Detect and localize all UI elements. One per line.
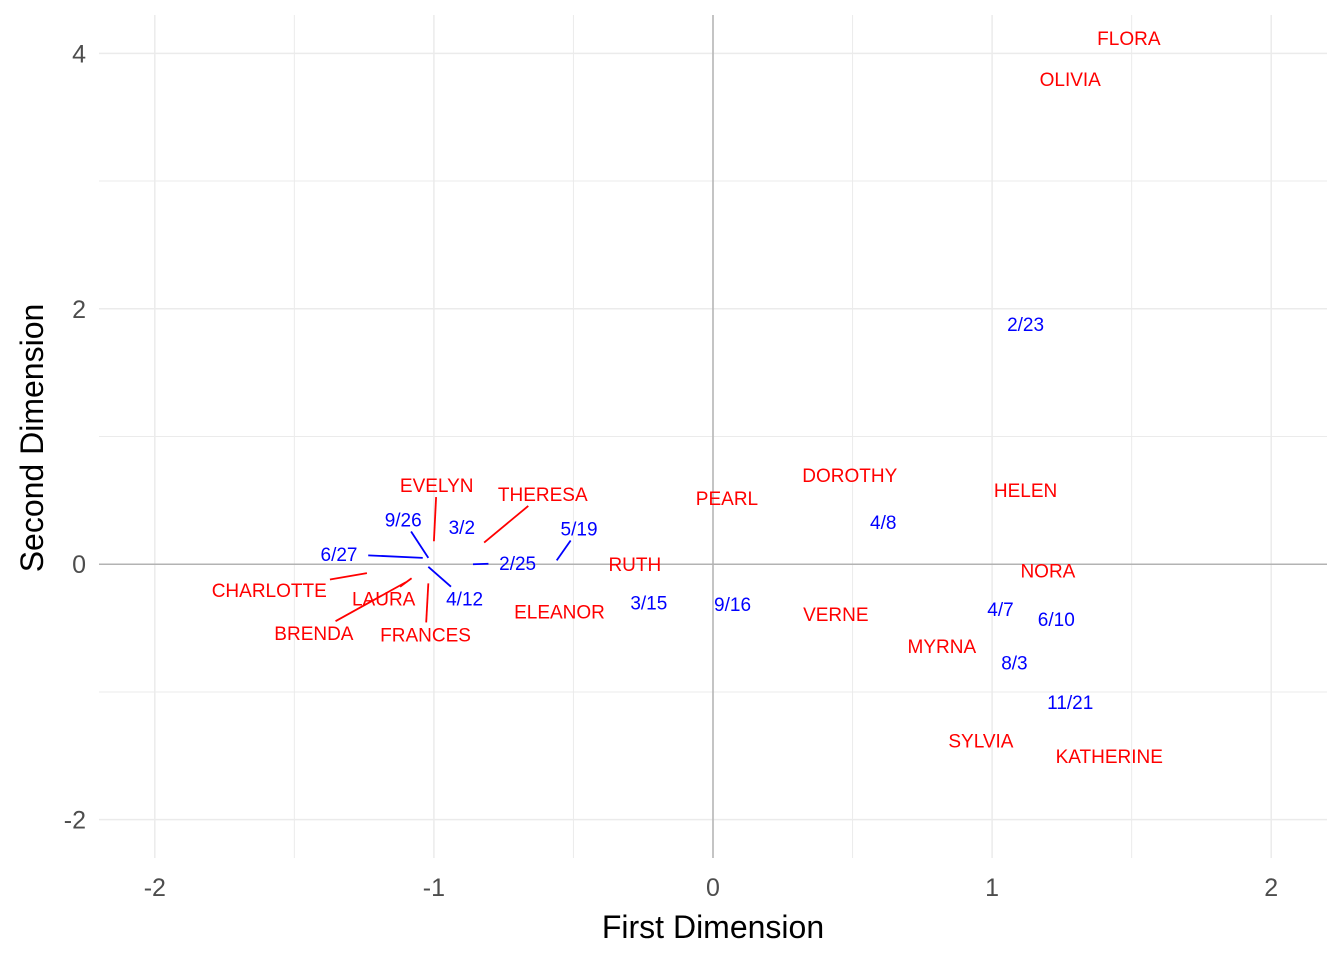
x-tick-labels: -2 -1 0 1 2 [144,874,1278,902]
point-label: 4/12 [446,590,483,611]
point-label: 4/7 [987,600,1013,621]
point-labels: FLORA OLIVIA DOROTHY HELEN PEARL RUTH NORA ELEA… [212,29,1163,768]
leader-line [555,539,572,561]
x-axis-title: First Dimension [602,909,824,945]
point-label: BRENDA [274,624,354,645]
leader-line [483,505,529,544]
point-label: EVELYN [400,476,474,497]
point-label: PEARL [696,489,758,510]
leader-line [368,554,423,559]
point-label: 3/2 [449,518,475,539]
point-label: 5/19 [561,519,598,540]
reference-lines [99,15,1327,858]
leader-line [329,572,368,581]
x-tick-label: 1 [985,874,999,902]
point-label: HELEN [994,481,1057,502]
leader-line [425,583,430,623]
x-tick-label: -2 [144,874,166,902]
point-label: KATHERINE [1056,747,1163,768]
point-label: VERNE [803,605,868,626]
point-label: 11/21 [1047,693,1093,714]
point-label: NORA [1020,562,1075,583]
point-label: THERESA [498,485,588,506]
point-label: 3/15 [630,594,667,615]
point-label: 2/25 [499,554,536,575]
point-label: DOROTHY [802,466,897,487]
point-label: FLORA [1097,29,1161,50]
point-label: ELEANOR [514,602,605,623]
point-label: 8/3 [1001,654,1027,675]
leader-line [433,496,438,542]
point-label: LAURA [352,590,416,611]
leader-line [410,531,430,559]
point-label: SYLVIA [948,731,1013,752]
point-label: CHARLOTTE [212,581,327,602]
point-label: 2/23 [1007,315,1044,336]
y-tick-labels: -2 0 2 4 [64,40,86,834]
y-tick-label: -2 [64,807,86,835]
leader-line [427,566,452,588]
point-label: OLIVIA [1040,70,1102,91]
point-label: 6/27 [321,545,358,566]
point-label: 9/26 [385,511,422,532]
x-tick-label: 2 [1264,874,1278,902]
y-tick-label: 0 [72,551,86,579]
point-label: RUTH [608,555,661,576]
point-label: MYRNA [908,637,977,658]
point-label: 9/16 [714,595,751,616]
label-leader-lines [329,496,572,623]
y-axis-title: Second Dimension [14,304,50,573]
y-tick-label: 2 [72,296,86,324]
point-label: 4/8 [870,513,896,534]
y-tick-label: 4 [72,40,86,68]
point-label: 6/10 [1038,610,1075,631]
x-tick-label: -1 [423,874,445,902]
leader-line [335,581,407,622]
x-tick-label: 0 [706,874,720,902]
point-label: FRANCES [380,625,471,646]
